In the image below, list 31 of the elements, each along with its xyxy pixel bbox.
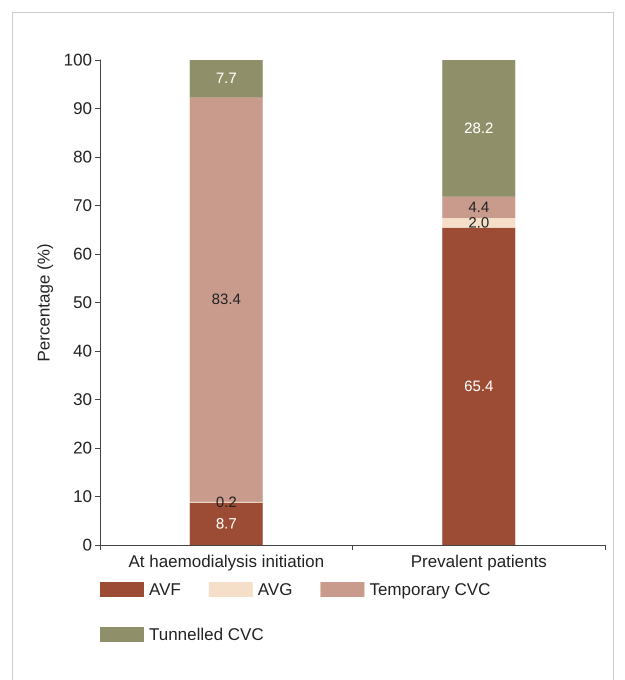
y-tick-label: 20 [73,438,92,458]
legend-label: Tunnelled CVC [149,625,264,644]
bar [442,60,516,197]
legend-label: AVG [258,580,292,599]
data-label: 65.4 [464,378,494,395]
data-label: 83.4 [212,291,241,308]
y-tick-label: 10 [73,487,92,506]
bar [442,218,516,228]
data-label: 28.2 [464,120,494,137]
y-tick-label: 0 [82,536,92,554]
y-tick-label: 90 [73,99,92,118]
data-label: 7.7 [216,70,237,88]
bar [442,228,516,545]
y-tick-label: 60 [73,244,92,264]
y-tick-label: 50 [73,293,92,312]
data-label: 2.0 [468,214,490,232]
data-label: 0.2 [216,494,237,511]
x-tick-label: At haemodialysis initiation [128,552,324,571]
y-tick-label: 80 [73,148,92,166]
data-label: 8.7 [216,515,237,532]
bar [190,60,263,98]
legend-label: Temporary CVC [369,580,490,599]
data-label: 4.4 [468,198,490,216]
y-tick-label: 70 [73,196,92,215]
y-tick-label: 30 [73,390,92,409]
y-axis-title: Percentage (%) [34,243,54,362]
y-tick-label: 40 [73,342,92,360]
x-tick-label: Prevalent patients [410,552,547,571]
legend-label: AVF [149,580,181,599]
y-tick-label: 100 [64,50,92,70]
bar [442,196,516,218]
